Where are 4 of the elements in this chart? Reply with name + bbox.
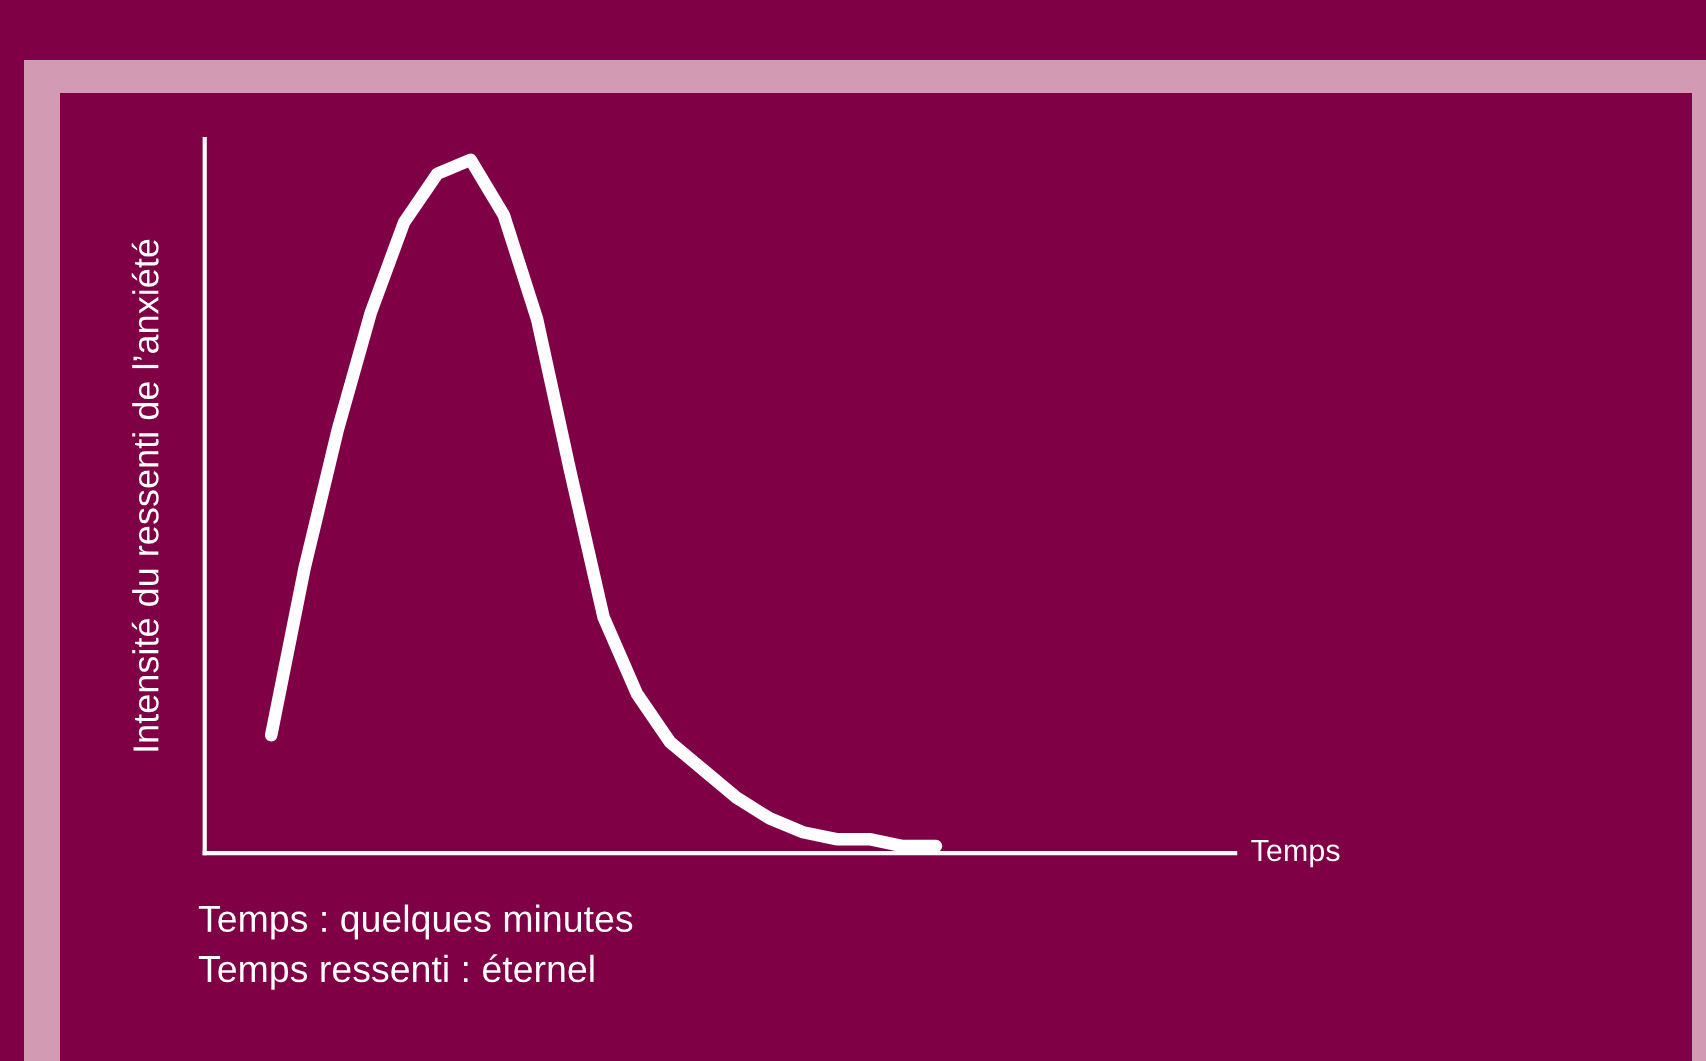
x-axis-title: Temps xyxy=(1251,839,1340,868)
text: Temps : quelques minutes xyxy=(198,904,633,940)
y-axis-title: Intensité du ressenti de l’anxiété xyxy=(131,239,159,751)
text: Temps ressenti : éternel xyxy=(198,954,594,990)
